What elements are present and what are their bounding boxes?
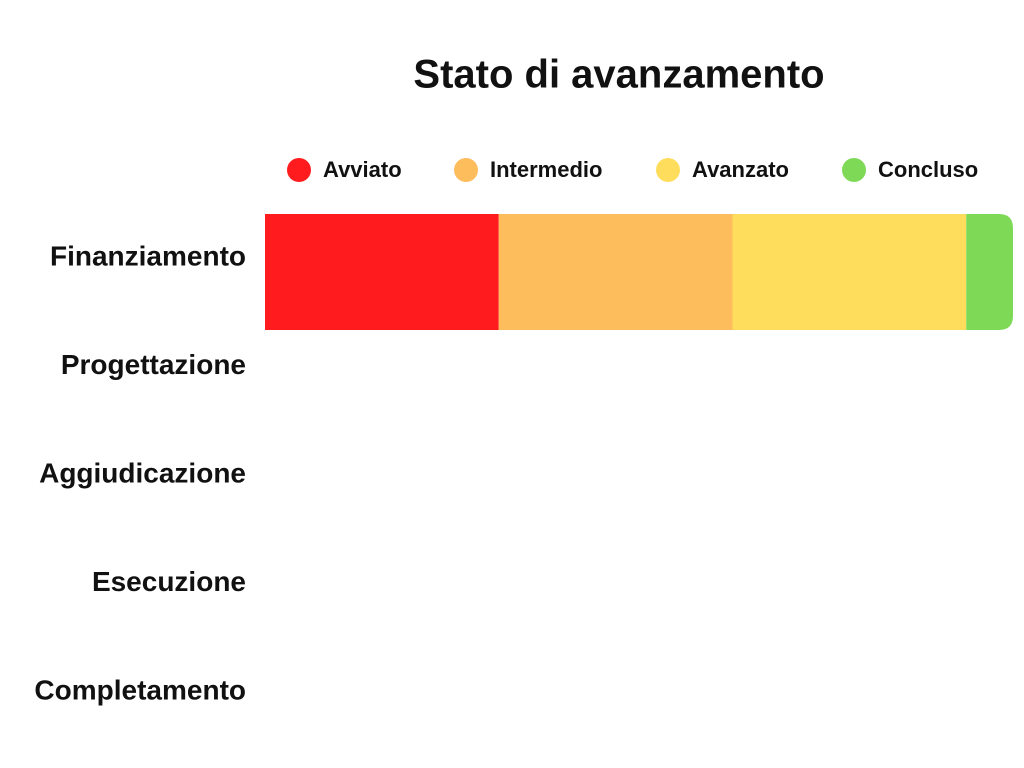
y-tick-label: Esecuzione <box>92 566 246 597</box>
legend-swatch <box>842 158 866 182</box>
y-tick-label: Finanziamento <box>50 240 246 271</box>
legend-label: Avanzato <box>692 157 789 182</box>
legend-swatch <box>656 158 680 182</box>
legend-swatch <box>454 158 478 182</box>
legend-label: Avviato <box>323 157 402 182</box>
legend-label: Intermedio <box>490 157 602 182</box>
bar-segment <box>732 214 967 330</box>
y-tick-label: Completamento <box>34 674 246 705</box>
legend-swatch <box>287 158 311 182</box>
chart-title: Stato di avanzamento <box>413 53 824 97</box>
legend-label: Concluso <box>878 157 978 182</box>
bar-segment <box>966 214 1013 330</box>
bar-segment <box>265 214 499 330</box>
bar-segment <box>498 214 733 330</box>
y-tick-label: Progettazione <box>61 349 246 380</box>
y-tick-label: Aggiudicazione <box>39 457 246 488</box>
